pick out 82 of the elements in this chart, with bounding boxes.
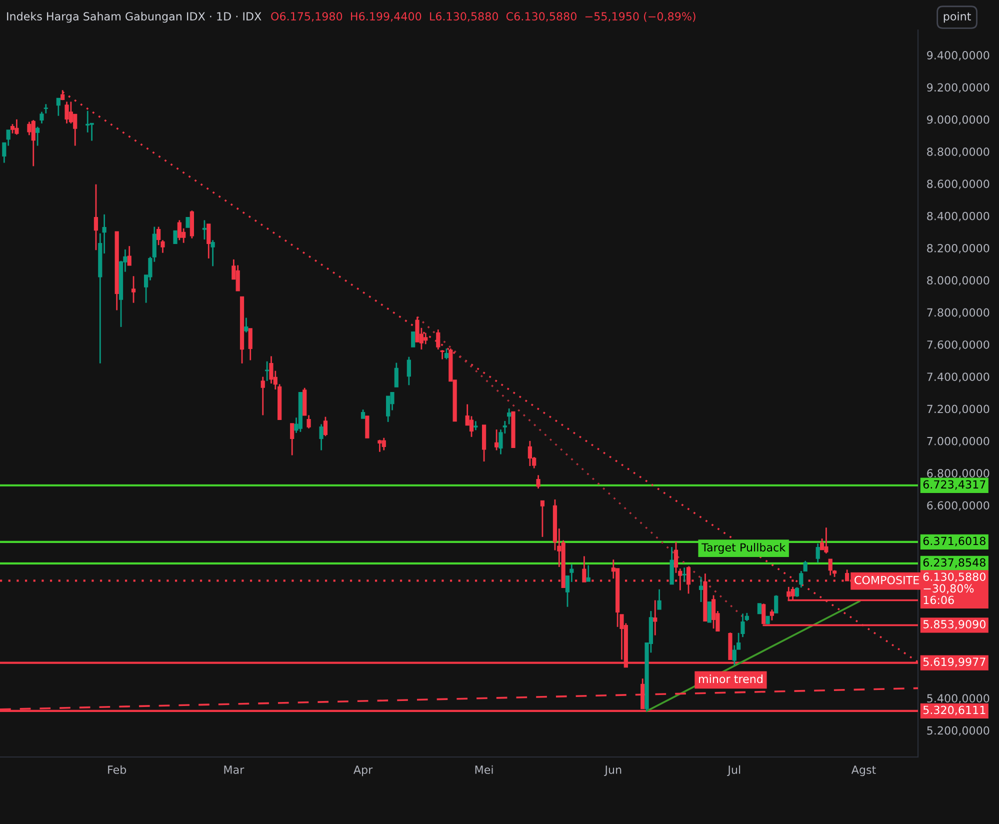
candlestick <box>536 474 540 490</box>
x-tick-label: Feb <box>108 765 126 774</box>
candlestick <box>190 210 194 240</box>
candlestick <box>653 600 658 636</box>
y-tick-label: 8.200,0000 <box>927 244 990 254</box>
ref-line-label: 6.237,8548 <box>923 558 986 568</box>
candlestick <box>828 558 832 576</box>
y-tick-label: 7.000,0000 <box>927 436 990 446</box>
x-tick-label: Apr <box>354 766 373 776</box>
annotation: Target Pullback <box>702 542 786 554</box>
x-tick-label: Mei <box>475 765 493 774</box>
ref-line-label: 5.320,6111 <box>923 706 986 716</box>
candlestick <box>582 556 586 583</box>
chart-title: Indeks Harga Saham Gabungan IDX · 1D · IDX <box>7 12 262 23</box>
candlestick <box>507 408 512 425</box>
y-tick-label: 7.400,0000 <box>927 372 990 382</box>
candlestick <box>10 123 15 134</box>
candlestick <box>711 594 716 630</box>
candlestick <box>670 546 674 585</box>
candlestick <box>774 594 778 614</box>
candlestick <box>469 415 474 438</box>
ref-line-label: 6.130,5880 −30,80% 16:06 <box>923 572 986 604</box>
candlestick <box>2 142 6 164</box>
candlestick <box>94 184 98 251</box>
candlestick <box>770 608 774 622</box>
candlestick <box>14 118 19 136</box>
y-tick-label: 5.200,0000 <box>927 726 990 736</box>
candlestick <box>794 586 800 598</box>
y-tick-label: 5.400,0000 <box>927 694 990 704</box>
ref-line-label: 6.723,4317 <box>923 480 986 490</box>
y-tick-label: 8.800,0000 <box>927 148 990 158</box>
candlestick <box>156 226 161 246</box>
candlestick <box>64 101 69 124</box>
y-tick-label: 8.000,0000 <box>927 276 990 286</box>
candlestick <box>528 440 532 467</box>
candlestick <box>186 216 190 228</box>
y-tick-label: 8.600,0000 <box>927 180 990 190</box>
x-tick-label: Mar <box>224 766 244 774</box>
candlestick <box>824 526 828 554</box>
candlestick <box>173 230 178 244</box>
x-tick-label: Jul <box>727 765 740 776</box>
y-tick-label: 7.800,0000 <box>927 308 990 318</box>
candlestick <box>657 588 662 610</box>
candlestick <box>131 275 136 304</box>
x-tick-label: Agst <box>851 766 876 776</box>
candlestick <box>36 126 40 146</box>
candlestick <box>707 602 712 623</box>
chart-subtitle: O6.175,1980 H6.199,4400 L6.130,5880 C6.130,5880 −55,1950 (−0,89%) <box>271 12 696 22</box>
candlestick <box>732 644 736 666</box>
text: point <box>944 12 971 23</box>
y-tick-label: 9.000,0000 <box>927 115 990 125</box>
candlestick <box>44 103 48 114</box>
ref-line-label: 5.619,9977 <box>923 658 986 668</box>
candlestick <box>210 239 215 267</box>
candlestick <box>698 576 704 603</box>
annotation: minor trend <box>699 674 762 684</box>
data-label: 5.853,9090 <box>923 620 986 630</box>
candlestick <box>540 500 545 538</box>
candlestick <box>177 219 182 241</box>
candlestick <box>474 420 478 431</box>
candlestick <box>682 566 686 583</box>
y-tick-label: 8.400,0000 <box>927 212 990 222</box>
y-tick-label: 7.200,0000 <box>927 404 990 414</box>
ref-line-label: 6.371,6018 <box>923 536 986 546</box>
y-tick-label: 7.600,0000 <box>927 340 990 350</box>
annotation: COMPOSITE <box>854 576 919 584</box>
candlestick <box>586 564 590 582</box>
candlestick <box>816 542 820 564</box>
y-tick-label: 9.400,0000 <box>927 51 990 61</box>
candlestick <box>127 245 132 266</box>
candlestick <box>757 603 762 614</box>
x-tick-label: Jun <box>604 766 622 776</box>
y-tick-label: 9.200,0000 <box>927 83 990 93</box>
candlestick <box>494 428 499 451</box>
candlestick <box>31 119 36 167</box>
y-tick-label: 6.600,0000 <box>927 501 990 511</box>
candlestick <box>202 219 207 240</box>
y-tick-label: 6.800,0000 <box>927 469 990 479</box>
candlestick <box>674 541 678 574</box>
candlestick <box>206 223 211 260</box>
candlestick <box>40 111 44 124</box>
candlestick <box>56 98 60 117</box>
